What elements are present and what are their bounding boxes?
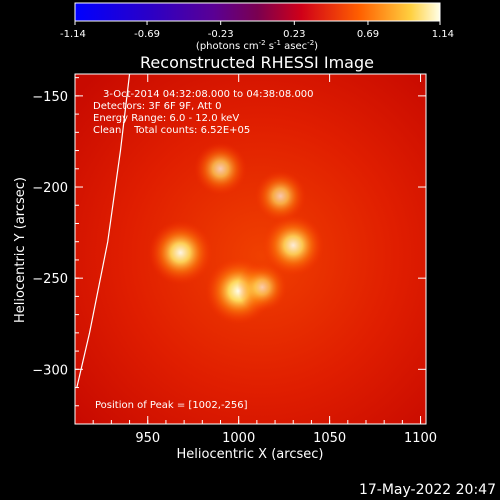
y-tick-label: −150	[32, 90, 68, 105]
peak-position-label: Position of Peak = [1002,-256]	[95, 400, 248, 411]
emission-source	[237, 262, 288, 313]
emission-sources	[148, 142, 324, 325]
x-tick-label: 1100	[404, 431, 437, 446]
annotation-energy: Energy Range: 6.0 - 12.0 keV	[93, 113, 239, 124]
emission-source	[148, 220, 213, 285]
generation-timestamp: 17-May-2022 20:47	[359, 482, 496, 498]
emission-source	[262, 214, 324, 276]
y-tick-label: −250	[32, 272, 68, 287]
colorbar-tick-label: -0.23	[208, 29, 234, 40]
emission-source	[254, 170, 307, 222]
x-axis-label: Heliocentric X (arcsec)	[177, 447, 324, 462]
emission-source	[194, 142, 247, 196]
annotation-counts: Clean Total counts: 6.52E+05	[93, 125, 250, 136]
x-tick-label: 950	[135, 431, 160, 446]
annotation-time-range: 3-Oct-2014 04:32:08.000 to 04:38:08.000	[103, 89, 314, 100]
chart-title: Reconstructed RHESSI Image	[140, 53, 374, 72]
colorbar-tick-label: 0.69	[357, 29, 379, 40]
annotation-detectors: Detectors: 3F 6F 9F, Att 0	[93, 101, 221, 112]
colorbar-tick-label: -0.69	[134, 29, 160, 40]
x-tick-label: 1000	[222, 431, 255, 446]
plot-frame	[74, 73, 427, 425]
x-tick-label: 1050	[313, 431, 346, 446]
y-axis-label: Heliocentric Y (arcsec)	[13, 177, 28, 323]
image-background	[75, 74, 426, 424]
colorbar-tick-label: 0.23	[283, 29, 305, 40]
colorbar	[74, 2, 441, 22]
colorbar-tick-label: -1.14	[60, 29, 86, 40]
solar-limb-line	[76, 74, 131, 388]
colorbar-ticks: -1.14 -0.69 -0.23 0.23 0.69 1.14	[60, 21, 454, 40]
y-tick-label: −300	[32, 363, 68, 378]
axis-ticks: 950 1000 1050 1100 −150 −200 −250 −300	[32, 74, 437, 446]
colorbar-tick-label: 1.14	[432, 29, 454, 40]
observation-annotations: 3-Oct-2014 04:32:08.000 to 04:38:08.000 …	[93, 89, 314, 136]
y-tick-label: −200	[32, 181, 68, 196]
colorbar-units-label: (photons cm-2 s-1 asec-2)	[196, 39, 318, 52]
